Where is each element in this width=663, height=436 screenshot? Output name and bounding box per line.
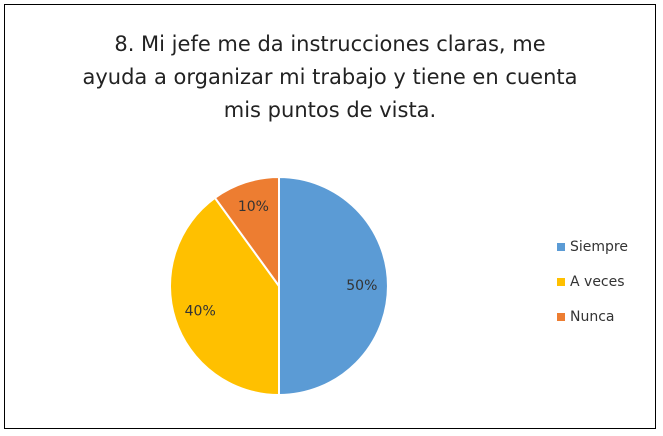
legend-label: A veces: [570, 274, 625, 290]
chart-frame: [4, 4, 656, 429]
legend-swatch: [557, 313, 565, 321]
data-label: 10%: [238, 199, 269, 215]
pie-slice: [213, 175, 280, 290]
pie-slice: [169, 196, 280, 397]
data-label: 50%: [346, 278, 377, 294]
legend-swatch: [557, 278, 565, 286]
data-label: 40%: [185, 304, 216, 320]
legend-swatch: [557, 243, 565, 251]
legend-label: Siempre: [570, 239, 628, 255]
pie-slice: [278, 175, 389, 397]
chart-title: 8. Mi jefe me da instrucciones claras, m…: [82, 32, 578, 122]
legend-label: Nunca: [570, 309, 615, 325]
